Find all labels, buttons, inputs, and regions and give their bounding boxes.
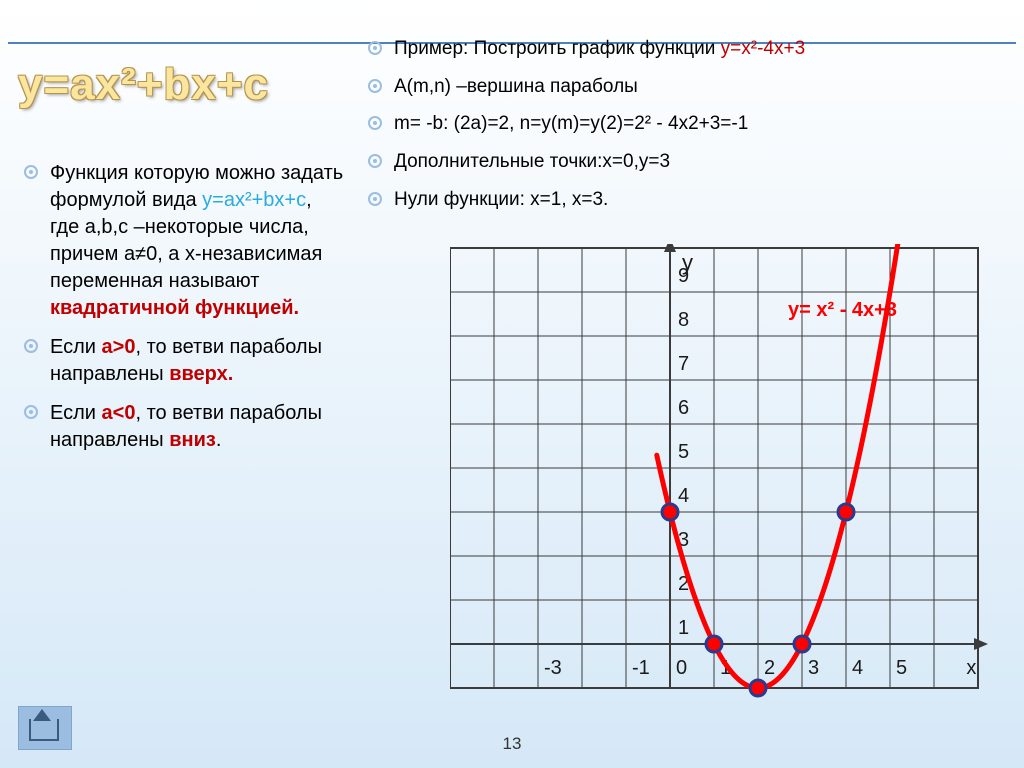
svg-text:5: 5 [896,657,907,679]
bullet-icon [24,339,38,353]
chart-svg: 123456789y-3-1012345xy= x² - 4x+3 [450,244,990,704]
bullet-text: Дополнительные точки:x=0,y=3 [394,149,1008,175]
svg-text:8: 8 [678,309,689,331]
bullet-icon [368,192,382,206]
right-column: Пример: Построить график функции y=x²-4x… [368,36,1008,224]
bullet-icon [24,405,38,419]
bullet-item: Дополнительные точки:x=0,y=3 [368,149,1008,175]
bullet-icon [368,79,382,93]
bullet-item: A(m,n) –вершина параболы [368,74,1008,100]
page-number: 13 [503,734,522,754]
bullet-text: Функция которую можно задать формулой ви… [50,160,344,322]
bullet-text: m= -b: (2a)=2, n=y(m)=y(2)=2² - 4x2+3=-1 [394,111,1008,137]
bullet-item: Если a>0, то ветви параболы направлены в… [24,334,344,388]
bullet-item: Если a<0, то ветви параболы направлены в… [24,400,344,454]
bullet-icon [368,116,382,130]
home-nav-button[interactable] [18,706,72,750]
svg-text:5: 5 [678,441,689,463]
bullet-icon [24,165,38,179]
svg-text:3: 3 [808,657,819,679]
left-bullets: Функция которую можно задать формулой ви… [24,160,344,454]
bullet-item: m= -b: (2a)=2, n=y(m)=y(2)=2² - 4x2+3=-1 [368,111,1008,137]
slide-title: y=ax²+bx+c [18,60,269,110]
svg-text:y= x² - 4x+3: y= x² - 4x+3 [788,299,897,321]
parabola-chart: 123456789y-3-1012345xy= x² - 4x+3 [450,244,990,704]
svg-text:-3: -3 [544,657,562,679]
svg-text:x: x [966,657,976,679]
svg-text:2: 2 [764,657,775,679]
bullet-text: Если a<0, то ветви параболы направлены в… [50,400,344,454]
bullet-icon [368,154,382,168]
left-column: Функция которую можно задать формулой ви… [24,160,344,466]
svg-text:6: 6 [678,397,689,419]
svg-text:-1: -1 [632,657,650,679]
svg-text:y: y [682,250,693,275]
bullet-item: Нули функции: x=1, x=3. [368,187,1008,213]
right-bullets: Пример: Построить график функции y=x²-4x… [368,36,1008,212]
bullet-text: Пример: Построить график функции y=x²-4x… [394,36,1008,62]
bullet-text: Нули функции: x=1, x=3. [394,187,1008,213]
svg-text:1: 1 [678,617,689,639]
svg-text:4: 4 [852,657,863,679]
svg-text:0: 0 [676,657,687,679]
bullet-item: Функция которую можно задать формулой ви… [24,160,344,322]
bullet-icon [368,41,382,55]
bullet-text: Если a>0, то ветви параболы направлены в… [50,334,344,388]
svg-text:4: 4 [678,485,689,507]
bullet-item: Пример: Построить график функции y=x²-4x… [368,36,1008,62]
svg-text:7: 7 [678,353,689,375]
bullet-text: A(m,n) –вершина параболы [394,74,1008,100]
